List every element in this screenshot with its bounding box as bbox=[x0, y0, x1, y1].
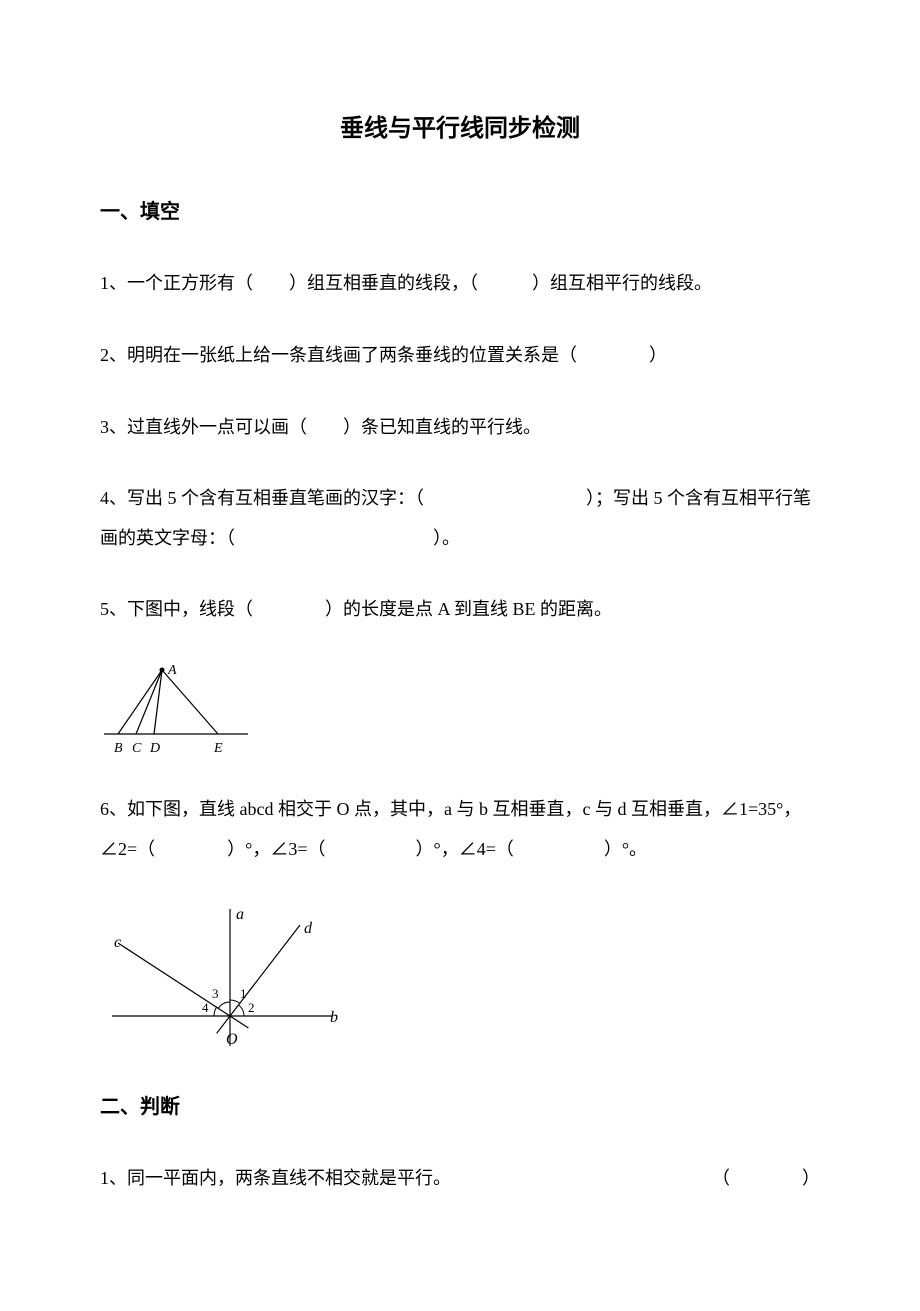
svg-text:O: O bbox=[226, 1031, 238, 1048]
section-2-header: 二、判断 bbox=[100, 1091, 820, 1123]
figure-1: A BCD E bbox=[100, 662, 820, 762]
question-6-text: 6、如下图，直线 abcd 相交于 O 点，其中，a 与 b 互相垂直，c 与 … bbox=[100, 799, 801, 859]
question-6: 6、如下图，直线 abcd 相交于 O 点，其中，a 与 b 互相垂直，c 与 … bbox=[100, 790, 820, 869]
svg-text:C: C bbox=[132, 741, 142, 756]
svg-text:b: b bbox=[330, 1009, 338, 1026]
question-5: 5、下图中，线段（ ）的长度是点 A 到直线 BE 的距离。 bbox=[100, 590, 820, 630]
question-4: 4、写出 5 个含有互相垂直笔画的汉字：（ ）；写出 5 个含有互相平行笔画的英… bbox=[100, 479, 820, 558]
question-3: 3、过直线外一点可以画（ ）条已知直线的平行线。 bbox=[100, 408, 820, 448]
svg-text:d: d bbox=[304, 920, 313, 937]
question-1: 1、一个正方形有（ ）组互相垂直的线段，（ ）组互相平行的线段。 bbox=[100, 264, 820, 304]
question-3-text: 3、过直线外一点可以画（ ）条已知直线的平行线。 bbox=[100, 417, 541, 437]
question-2: 2、明明在一张纸上给一条直线画了两条垂线的位置关系是（ ） bbox=[100, 336, 820, 376]
svg-text:c: c bbox=[114, 934, 121, 951]
judge-question-1-text: 1、同一平面内，两条直线不相交就是平行。 bbox=[100, 1159, 451, 1199]
question-1-text: 1、一个正方形有（ ）组互相垂直的线段，（ ）组互相平行的线段。 bbox=[100, 273, 712, 293]
page-title: 垂线与平行线同步检测 bbox=[100, 110, 820, 148]
svg-text:2: 2 bbox=[248, 1000, 255, 1015]
svg-text:1: 1 bbox=[240, 986, 247, 1001]
question-4-text: 4、写出 5 个含有互相垂直笔画的汉字：（ ）；写出 5 个含有互相平行笔画的英… bbox=[100, 488, 811, 548]
question-5-text: 5、下图中，线段（ ）的长度是点 A 到直线 BE 的距离。 bbox=[100, 599, 612, 619]
svg-text:B: B bbox=[114, 741, 123, 756]
svg-text:D: D bbox=[149, 741, 160, 756]
svg-text:3: 3 bbox=[212, 986, 219, 1001]
svg-text:A: A bbox=[167, 663, 177, 678]
svg-text:a: a bbox=[236, 906, 244, 923]
svg-text:4: 4 bbox=[202, 1000, 209, 1015]
judge-question-1-paren: （ ） bbox=[692, 1159, 820, 1199]
figure-1-svg: A BCD E bbox=[100, 662, 260, 762]
svg-text:E: E bbox=[213, 741, 223, 756]
question-2-text: 2、明明在一张纸上给一条直线画了两条垂线的位置关系是（ ） bbox=[100, 345, 667, 365]
figure-2: 12 34 a b c d O bbox=[100, 901, 820, 1061]
section-1-header: 一、填空 bbox=[100, 196, 820, 228]
judge-question-1: 1、同一平面内，两条直线不相交就是平行。 （ ） bbox=[100, 1159, 820, 1199]
figure-2-svg: 12 34 a b c d O bbox=[100, 901, 350, 1061]
